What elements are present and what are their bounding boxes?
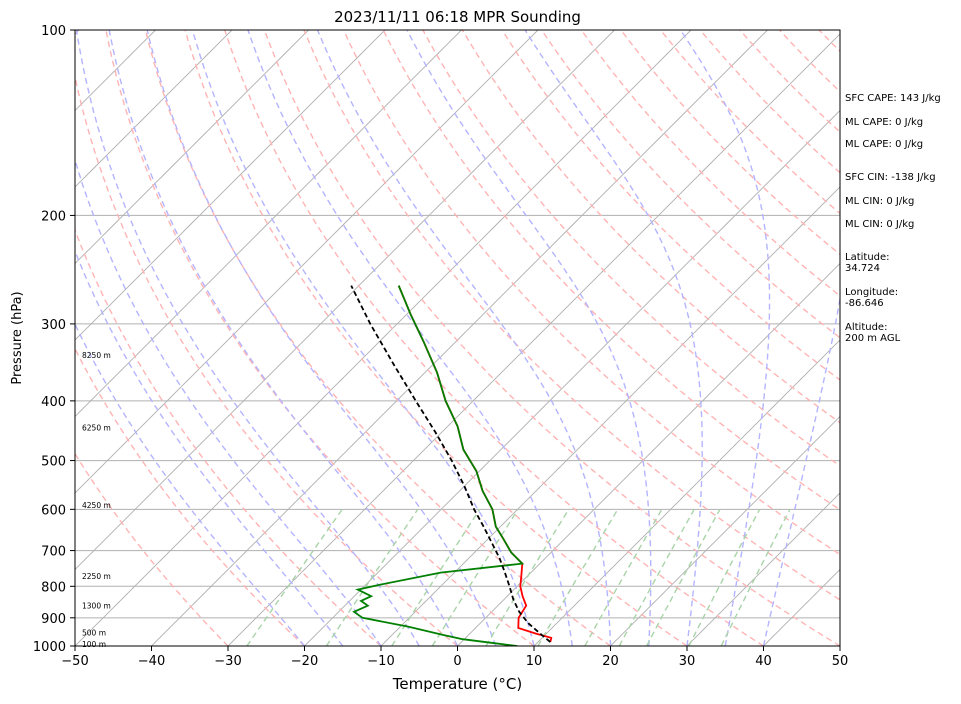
mixing-ratio-line [432, 509, 518, 646]
y-tick-label: 1000 [33, 640, 66, 655]
moist-adiabat-line [77, 30, 420, 646]
height-label: 100 m [82, 640, 106, 649]
x-tick-label: 0 [453, 654, 461, 669]
y-tick-label: 500 [41, 455, 66, 470]
latitude-value: 34.724 [845, 263, 880, 274]
ml-cape-text-1: ML CAPE: 0 J/kg [845, 117, 923, 128]
isotherm-line [305, 30, 921, 646]
altitude-value: 200 m AGL [845, 333, 900, 344]
x-tick-label: 10 [526, 654, 543, 669]
mixing-ratio-line [247, 509, 342, 646]
x-tick-label: −10 [367, 654, 394, 669]
moist-adiabat-line [407, 30, 651, 646]
height-label: 500 m [82, 628, 106, 637]
x-tick-label: 50 [832, 654, 849, 669]
mixing-ratio-line [689, 509, 760, 646]
moist-adiabat-line [48, 30, 381, 646]
mixing-ratio-line [538, 509, 618, 646]
height-label: 6250 m [82, 424, 111, 433]
plot-area [0, 30, 961, 646]
sfc-cin-text: SFC CIN: -138 J/kg [845, 172, 936, 183]
x-tick-label: 20 [602, 654, 619, 669]
y-tick-label: 400 [41, 395, 66, 410]
latitude-label: Latitude: [845, 252, 890, 263]
x-tick-label: −50 [61, 654, 88, 669]
series-dewpoint [354, 286, 522, 646]
moist-adiabat-line [681, 30, 770, 646]
y-tick-label: 200 [41, 209, 66, 224]
x-tick-label: −20 [291, 654, 318, 669]
y-axis-label: Pressure (hPa) [10, 291, 25, 384]
y-tick-label: 300 [41, 318, 66, 333]
sfc-cape-text: SFC CAPE: 143 J/kg [845, 93, 941, 104]
height-label: 2250 m [82, 572, 111, 581]
dry-adiabat-line [27, 30, 381, 646]
isotherm-line [228, 30, 844, 646]
x-tick-label: 30 [679, 654, 696, 669]
isotherm-line [0, 30, 232, 646]
y-tick-label: 100 [41, 24, 66, 39]
moist-adiabat-line [318, 30, 611, 646]
height-label: 1300 m [82, 602, 111, 611]
isotherm-line [75, 30, 691, 646]
altitude-label: Altitude: [845, 322, 887, 333]
ml-cin-text-1: ML CIN: 0 J/kg [845, 196, 914, 207]
ml-cin-text-2: ML CIN: 0 J/kg [845, 219, 914, 230]
height-label: 4250 m [82, 501, 111, 510]
x-tick-label: −30 [214, 654, 241, 669]
x-tick-label: −40 [138, 654, 165, 669]
y-tick-label: 900 [41, 612, 66, 627]
isotherm-line [0, 30, 3, 646]
moist-adiabat-line [22, 30, 343, 646]
moist-adiabat-line [147, 30, 496, 646]
y-tick-label: 800 [41, 580, 66, 595]
height-label: 8250 m [82, 351, 111, 360]
longitude-value: -86.646 [845, 298, 884, 309]
y-tick-label: 600 [41, 503, 66, 518]
plot-frame [75, 30, 840, 646]
dry-adiabat-line [0, 30, 228, 646]
ml-cape-text-2: ML CAPE: 0 J/kg [845, 139, 923, 150]
x-tick-label: 40 [755, 654, 772, 669]
longitude-label: Longitude: [845, 287, 898, 298]
y-tick-label: 700 [41, 545, 66, 560]
chart-title: 2023/11/11 06:18 MPR Sounding [334, 8, 581, 26]
dry-adiabat-line [225, 30, 764, 646]
isotherm-line [917, 30, 961, 646]
isotherm-line [0, 30, 615, 646]
isotherm-line [0, 30, 538, 646]
x-axis-label: Temperature (°C) [392, 675, 522, 693]
